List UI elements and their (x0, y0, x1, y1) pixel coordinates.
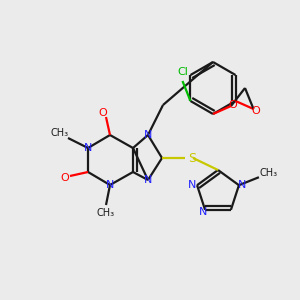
Text: O: O (61, 173, 69, 183)
Text: N: N (144, 130, 152, 140)
Text: N: N (144, 175, 152, 185)
Text: O: O (99, 108, 107, 118)
Text: Cl: Cl (177, 67, 188, 77)
Text: S: S (188, 152, 196, 164)
Text: N: N (238, 180, 246, 190)
Text: CH₃: CH₃ (260, 168, 278, 178)
Text: CH₃: CH₃ (51, 128, 69, 138)
Text: N: N (106, 180, 114, 190)
Text: N: N (84, 143, 92, 153)
Text: CH₃: CH₃ (97, 208, 115, 218)
Text: N: N (199, 207, 207, 217)
Text: O: O (251, 106, 260, 116)
Text: N: N (188, 180, 196, 190)
Text: O: O (229, 100, 237, 110)
